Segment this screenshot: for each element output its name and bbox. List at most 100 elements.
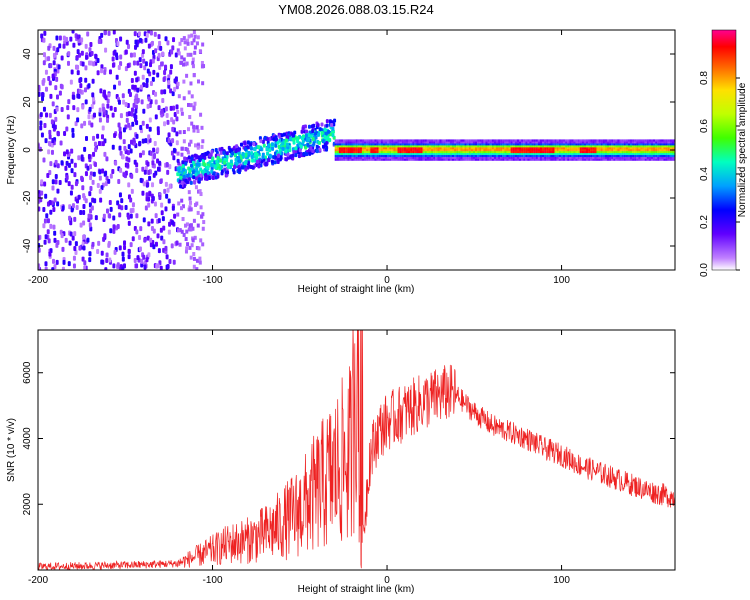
heatmap-cell	[621, 149, 624, 152]
heatmap-cell	[393, 150, 396, 154]
heatmap-cell	[376, 145, 379, 148]
heatmap-cell	[47, 56, 51, 62]
heatmap-cell	[368, 145, 371, 148]
heatmap-cell	[180, 38, 184, 43]
heatmap-cell	[575, 152, 578, 156]
heatmap-cell	[418, 154, 421, 157]
heatmap-cell	[89, 186, 93, 192]
heatmap-cell	[127, 254, 131, 260]
heatmap-cell	[407, 156, 411, 159]
heatmap-cell	[145, 123, 149, 129]
heatmap-cell	[479, 158, 482, 161]
heatmap-cell	[669, 139, 672, 142]
heatmap-cell	[262, 158, 266, 163]
heatmap-cell	[565, 147, 568, 150]
heatmap-cell	[590, 150, 593, 154]
heatmap-cell	[669, 156, 672, 159]
heatmap-cell	[190, 243, 194, 248]
heatmap-cell	[529, 149, 532, 152]
heatmap-cell	[70, 148, 74, 154]
heatmap-cell	[309, 146, 313, 151]
heatmap-cell	[439, 156, 442, 159]
heatmap-cell	[338, 150, 342, 154]
heatmap-cell	[79, 222, 83, 228]
heatmap-cell	[439, 141, 442, 144]
heatmap-cell	[621, 147, 624, 150]
heatmap-cell	[562, 156, 566, 159]
heatmap-cell	[554, 150, 557, 154]
heatmap-cell	[76, 107, 80, 113]
heatmap-cell	[602, 143, 605, 146]
heatmap-cell	[141, 190, 145, 196]
heatmap-cell	[44, 69, 48, 75]
heatmap-cell	[525, 156, 528, 159]
heatmap-cell	[462, 156, 465, 159]
heatmap-cell	[585, 147, 589, 150]
heatmap-cell	[89, 171, 93, 177]
heatmap-cell	[673, 158, 675, 161]
heatmap-cell	[577, 150, 580, 154]
heatmap-cell	[403, 158, 406, 161]
heatmap-cell	[560, 150, 564, 154]
heatmap-cell	[240, 165, 244, 170]
heatmap-cell	[193, 235, 197, 240]
heatmap-cell	[441, 145, 444, 148]
heatmap-cell	[474, 145, 478, 148]
heatmap-cell	[194, 176, 198, 181]
heatmap-cell	[119, 54, 123, 60]
heatmap-cell	[157, 105, 161, 111]
heatmap-cell	[451, 141, 455, 144]
heatmap-cell	[470, 150, 474, 154]
heatmap-cell	[100, 64, 104, 70]
heatmap-cell	[462, 158, 465, 161]
heatmap-cell	[428, 152, 432, 156]
heatmap-cell	[190, 94, 194, 99]
heatmap-cell	[663, 147, 666, 150]
heatmap-cell	[317, 132, 321, 137]
heatmap-cell	[585, 152, 589, 156]
heatmap-cell	[525, 141, 528, 144]
heatmap-cell	[454, 156, 457, 159]
heatmap-cell	[663, 152, 666, 156]
heatmap-cell	[516, 150, 520, 154]
heatmap-cell	[416, 145, 419, 148]
heatmap-cell	[655, 156, 658, 159]
heatmap-cell	[648, 145, 652, 148]
heatmap-cell	[600, 139, 603, 142]
heatmap-cell	[629, 150, 633, 154]
heatmap-cell	[368, 158, 371, 161]
heatmap-cell	[178, 228, 182, 233]
heatmap-cell	[127, 144, 131, 150]
heatmap-cell	[588, 154, 591, 157]
heatmap-cell	[638, 141, 641, 144]
heatmap-cell	[428, 141, 432, 144]
heatmap-cell	[180, 152, 184, 157]
heatmap-cell	[508, 141, 511, 144]
heatmap-cell	[437, 143, 440, 146]
heatmap-cell	[640, 141, 643, 144]
heatmap-cell	[523, 145, 526, 148]
heatmap-cell	[527, 147, 530, 150]
heatmap-cell	[122, 99, 126, 105]
heatmap-cell	[115, 55, 119, 61]
heatmap-cell	[502, 152, 505, 156]
heatmap-cell	[71, 203, 75, 209]
heatmap-cell	[199, 167, 203, 172]
heatmap-cell	[573, 147, 576, 150]
heatmap-cell	[384, 147, 388, 150]
heatmap-cell	[451, 147, 455, 150]
heatmap-cell	[169, 88, 173, 94]
heatmap-cell	[88, 257, 92, 263]
heatmap-cell	[569, 147, 572, 150]
heatmap-cell	[468, 143, 471, 146]
heatmap-cell	[468, 141, 471, 144]
heatmap-cell	[149, 62, 153, 68]
heatmap-cell	[393, 141, 396, 144]
heatmap-cell	[368, 150, 371, 154]
heatmap-cell	[44, 234, 48, 240]
heatmap-cell	[175, 240, 179, 246]
heatmap-cell	[96, 182, 100, 188]
heatmap-cell	[370, 158, 373, 161]
heatmap-cell	[518, 156, 522, 159]
heatmap-cell	[60, 233, 64, 239]
